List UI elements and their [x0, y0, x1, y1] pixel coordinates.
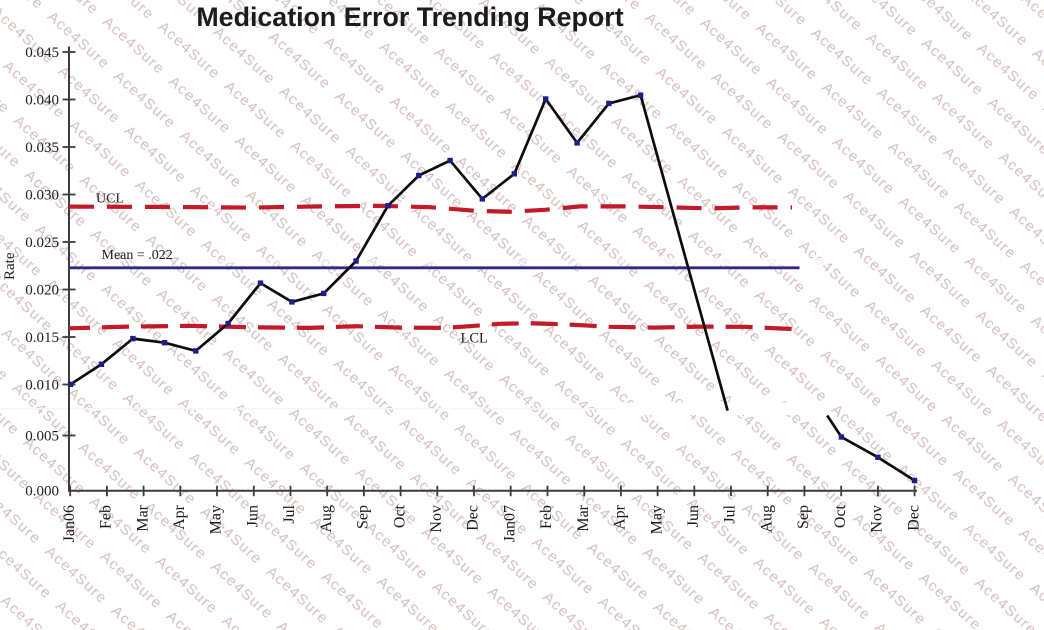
svg-text:May: May	[208, 505, 225, 534]
svg-text:LCL: LCL	[461, 331, 488, 347]
svg-text:0.015: 0.015	[25, 330, 59, 346]
svg-text:Apr: Apr	[612, 504, 629, 530]
svg-text:0.035: 0.035	[25, 140, 59, 156]
svg-text:0.045: 0.045	[25, 45, 59, 61]
svg-text:Sep: Sep	[795, 505, 812, 529]
svg-text:Dec: Dec	[465, 505, 482, 531]
svg-text:Jan06: Jan06	[61, 505, 78, 542]
svg-text:Sep: Sep	[355, 505, 372, 529]
svg-text:Oct: Oct	[391, 504, 408, 528]
svg-text:0.040: 0.040	[25, 93, 59, 109]
svg-text:Feb: Feb	[98, 505, 115, 529]
svg-text:Dec: Dec	[905, 505, 922, 531]
svg-text:Nov: Nov	[869, 505, 886, 533]
svg-text:May: May	[648, 505, 665, 534]
svg-text:Mar: Mar	[575, 504, 592, 531]
svg-text:0.030: 0.030	[25, 188, 59, 204]
svg-text:Feb: Feb	[538, 505, 555, 529]
svg-text:Jan07: Jan07	[501, 505, 518, 542]
svg-text:Jun: Jun	[685, 505, 702, 527]
svg-text:Jul: Jul	[281, 504, 298, 523]
svg-text:Rate: Rate	[2, 252, 18, 280]
svg-text:Apr: Apr	[171, 504, 188, 530]
svg-text:Mean = .022: Mean = .022	[102, 248, 173, 263]
svg-text:Aug: Aug	[758, 505, 775, 533]
svg-text:0.020: 0.020	[25, 283, 59, 299]
svg-text:Aug: Aug	[318, 505, 335, 533]
svg-text:0.005: 0.005	[25, 429, 59, 445]
svg-text:Medication Error Trending Repo: Medication Error Trending Report	[196, 2, 623, 32]
svg-text:Jun: Jun	[245, 505, 262, 527]
svg-text:Mar: Mar	[134, 504, 151, 531]
svg-text:Oct: Oct	[832, 504, 849, 528]
svg-text:0.010: 0.010	[25, 378, 59, 394]
svg-text:0.025: 0.025	[25, 235, 59, 251]
svg-text:0.000: 0.000	[25, 484, 59, 500]
svg-text:Jul: Jul	[722, 504, 739, 523]
svg-text:Nov: Nov	[428, 505, 445, 533]
svg-text:UCL: UCL	[96, 192, 124, 207]
